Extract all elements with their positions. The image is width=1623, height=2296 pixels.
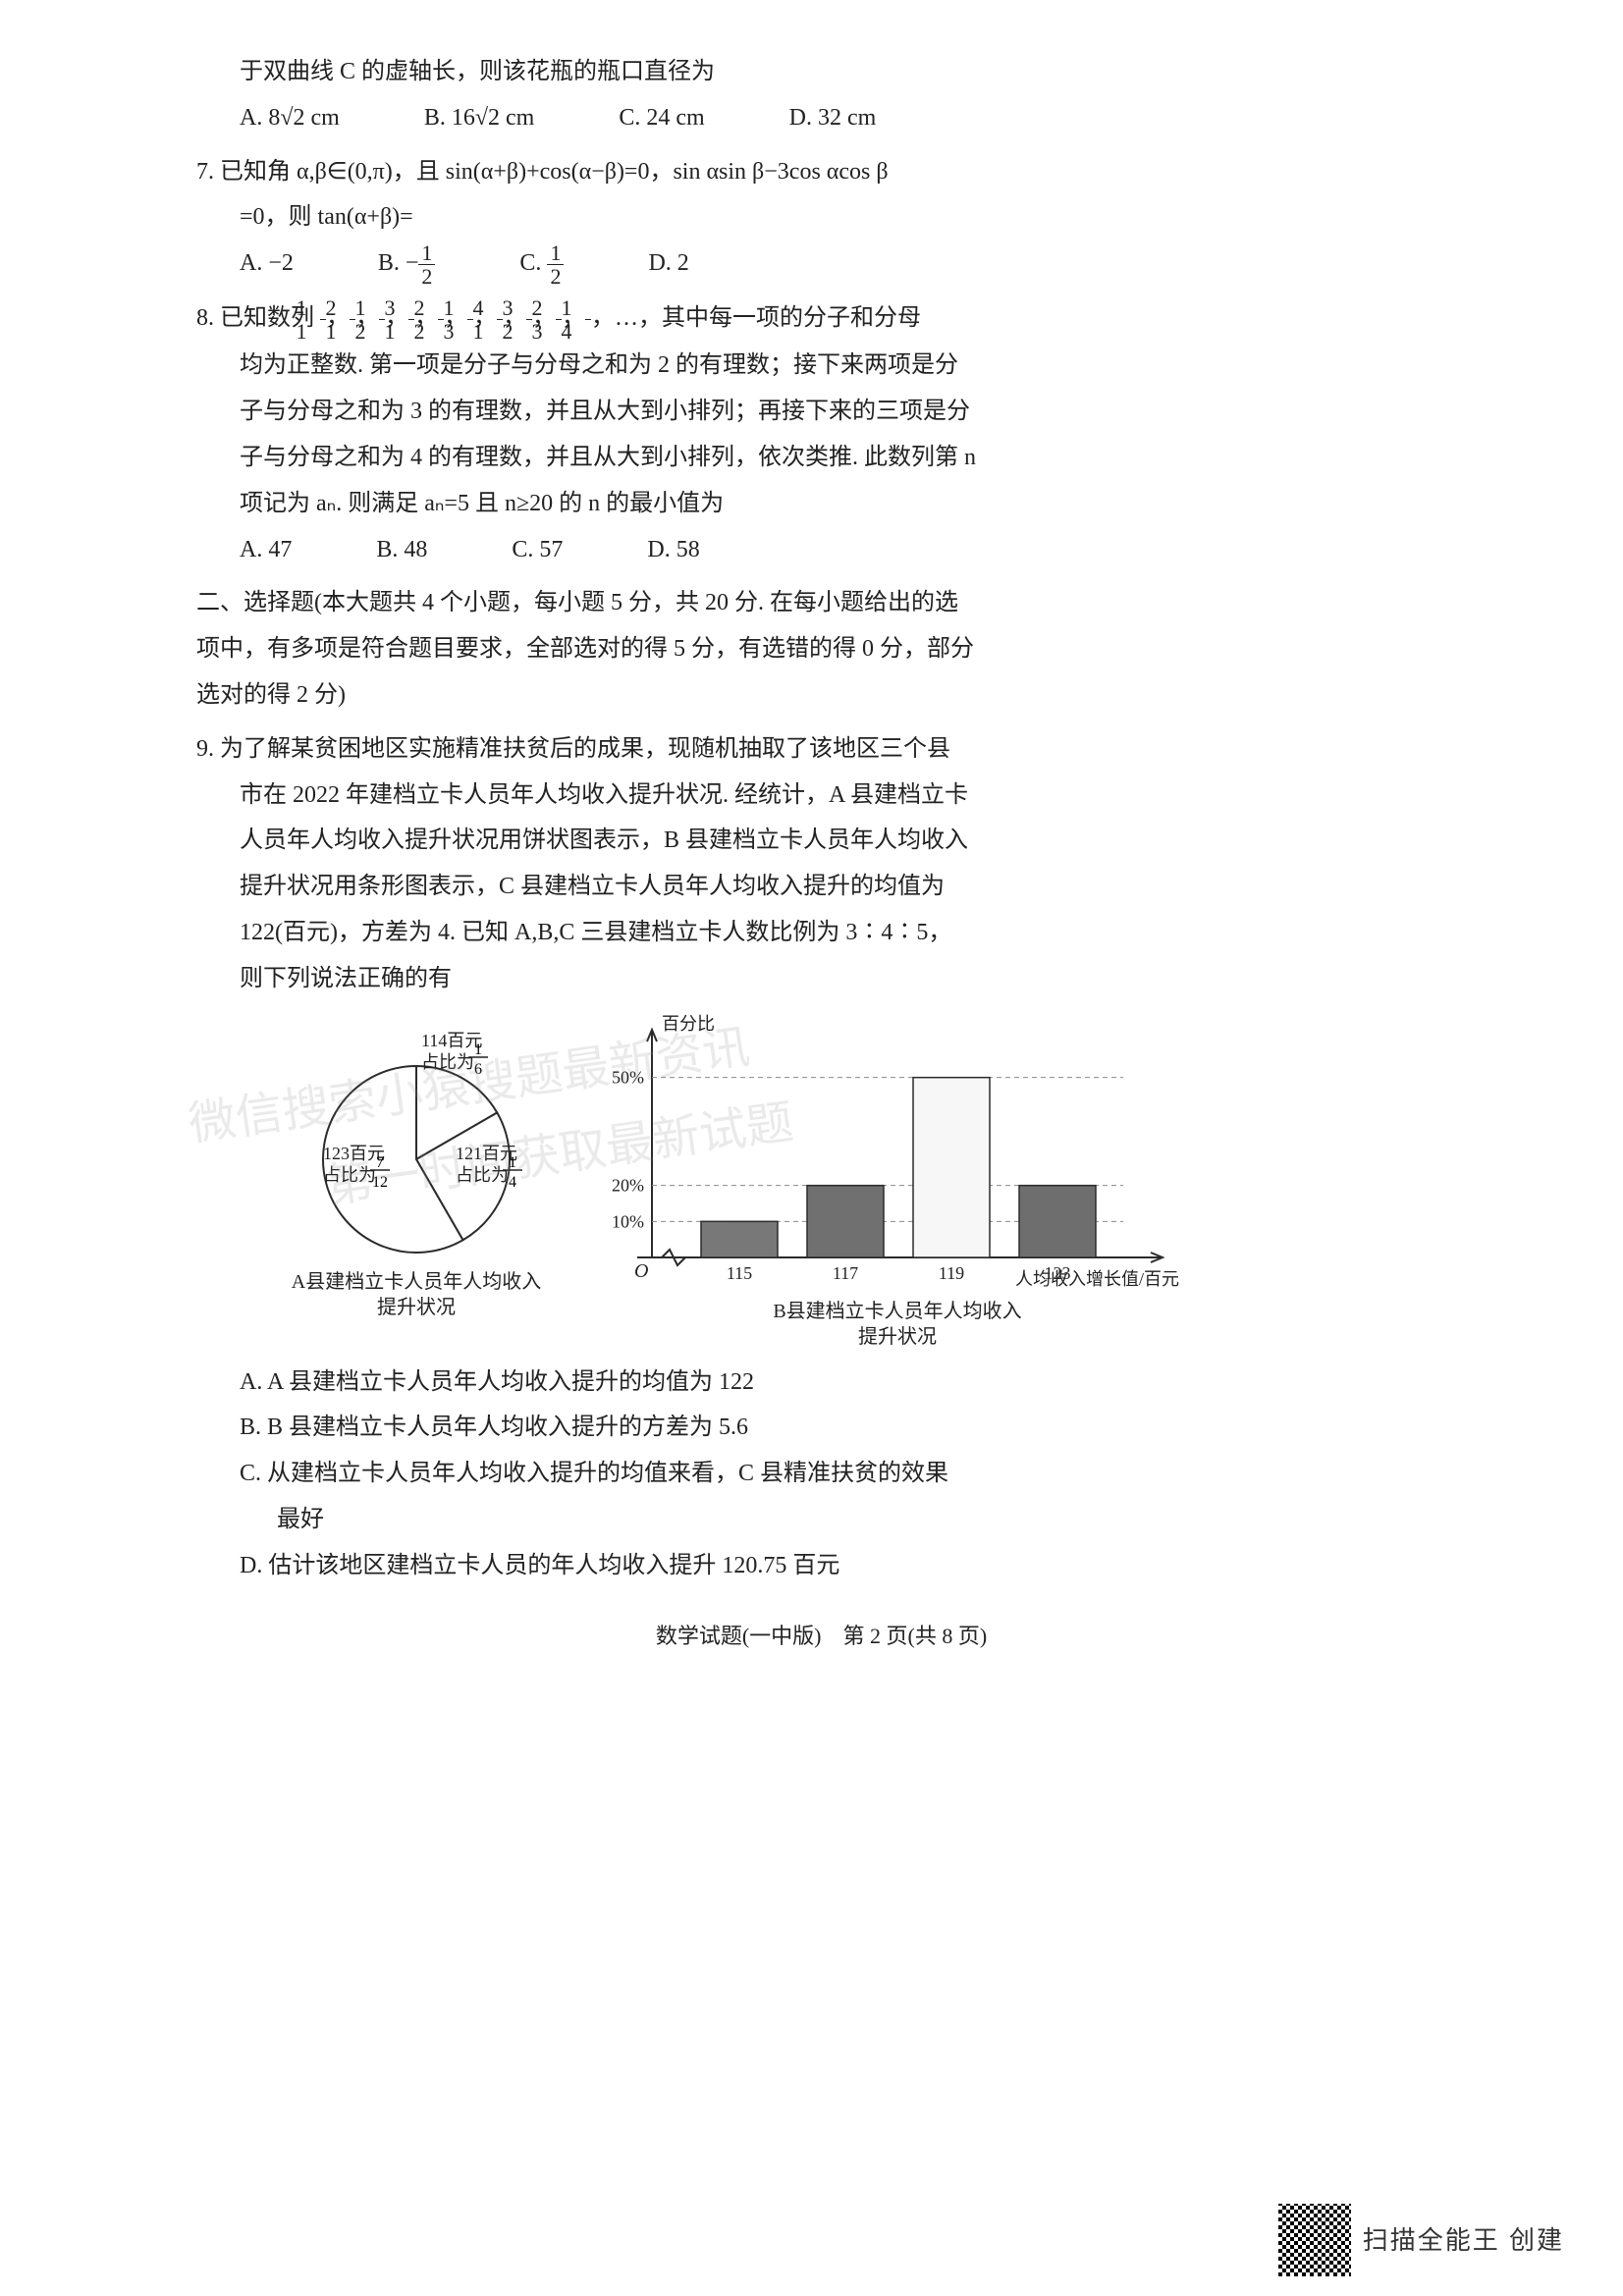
qr-code-icon xyxy=(1278,2204,1351,2276)
q7-opt-a: A. −2 xyxy=(240,240,294,288)
exam-page: 微信搜索小猿搜题最新资讯 第一时间获取最新试题 于双曲线 C 的虚轴长，则该花瓶… xyxy=(0,0,1623,2296)
q8-line3: 子与分母之和为 3 的有理数，并且从大到小排列；再接下来的三项是分 xyxy=(196,389,1446,435)
q9-charts: 114百元占比为16121百元占比为14123百元占比为712 A县建档立卡人员… xyxy=(240,1012,1446,1350)
q9-opt-a: A. A 县建档立卡人员年人均收入提升的均值为 122 xyxy=(196,1360,1446,1406)
q6-text: 于双曲线 C 的虚轴长，则该花瓶的瓶口直径为 xyxy=(196,49,1446,95)
sec2-l2: 项中，有多项是符合题目要求，全部选对的得 5 分，有选错的得 0 分，部分 xyxy=(196,626,1446,672)
q9-opt-b: B. B 县建档立卡人员年人均收入提升的方差为 5.6 xyxy=(196,1405,1446,1451)
q8-opt-d: D. 58 xyxy=(647,527,699,573)
q7: 7. 已知角 α,β∈(0,π)，且 sin(α+β)+cos(α−β)=0，s… xyxy=(196,149,1446,289)
q7-opt-c: C. 12 xyxy=(519,240,564,288)
q9-l4: 提升状况用条形图表示，C 县建档立卡人员年人均收入提升的均值为 xyxy=(196,864,1446,910)
svg-text:1: 1 xyxy=(474,1041,482,1058)
q7-opt-d: D. 2 xyxy=(648,240,688,288)
svg-text:12: 12 xyxy=(372,1174,388,1191)
q6-opt-a: A. 8√2 cm xyxy=(240,95,340,141)
svg-text:119: 119 xyxy=(939,1263,964,1283)
svg-text:6: 6 xyxy=(474,1061,482,1078)
qr-footer: 扫描全能王 创建 xyxy=(1278,2204,1564,2276)
svg-text:百分比: 百分比 xyxy=(662,1014,715,1034)
q9-opt-c1: C. 从建档立卡人员年人均收入提升的均值来看，C 县精准扶贫的效果 xyxy=(196,1451,1446,1497)
svg-text:占比为: 占比为 xyxy=(421,1052,474,1072)
svg-text:4: 4 xyxy=(509,1174,516,1191)
q8-sequence: 11，21，12，31，22，13，41，32，23，14 xyxy=(320,305,591,331)
q9-l5: 122(百元)，方差为 4. 已知 A,B,C 三县建档立卡人数比例为 3∶4∶… xyxy=(196,910,1446,956)
q7-line2: =0，则 tan(α+β)= xyxy=(196,194,1446,240)
svg-text:人均收入增长值/百元: 人均收入增长值/百元 xyxy=(1015,1269,1179,1289)
sec2-l1: 二、选择题(本大题共 4 个小题，每小题 5 分，共 20 分. 在每小题给出的… xyxy=(196,580,1446,626)
svg-text:10%: 10% xyxy=(612,1211,644,1231)
bar-caption: B县建档立卡人员年人均收入提升状况 xyxy=(593,1299,1202,1350)
q9-l3: 人员年人均收入提升状况用饼状图表示，B 县建档立卡人员年人均收入 xyxy=(196,818,1446,864)
q8-line2: 均为正整数. 第一项是分子与分母之和为 2 的有理数；接下来两项是分 xyxy=(196,343,1446,389)
q8-opt-c: C. 57 xyxy=(512,527,563,573)
svg-text:占比为: 占比为 xyxy=(456,1165,509,1185)
q7-c-pre: C. xyxy=(519,250,547,276)
q8-l1b: ，…，其中每一项的分子和分母 xyxy=(591,305,921,331)
q6-opt-d: D. 32 cm xyxy=(789,95,877,141)
q6-opt-c: C. 24 cm xyxy=(619,95,704,141)
q7-line1: 7. 已知角 α,β∈(0,π)，且 sin(α+β)+cos(α−β)=0，s… xyxy=(196,149,1446,195)
q9-opt-d: D. 估计该地区建档立卡人员的年人均收入提升 120.75 百元 xyxy=(196,1543,1446,1589)
bar-chart: 百分比人均收入增长值/百元 O 10% 20% 50% 115 117 119 123 xyxy=(593,1012,1202,1297)
q7-opt-b: B. −12 xyxy=(378,240,436,288)
q9-l1: 9. 为了解某贫困地区实施精准扶贫后的成果，现随机抽取了该地区三个县 xyxy=(196,726,1446,773)
fraction: 12 xyxy=(547,241,564,288)
svg-text:20%: 20% xyxy=(612,1175,644,1195)
svg-text:117: 117 xyxy=(833,1263,858,1283)
q6-opt-b: B. 16√2 cm xyxy=(424,95,535,141)
q8-options: A. 47 B. 48 C. 57 D. 58 xyxy=(240,527,1446,573)
q6-options: A. 8√2 cm B. 16√2 cm C. 24 cm D. 32 cm xyxy=(240,95,1446,141)
q9-l2: 市在 2022 年建档立卡人员年人均收入提升状况. 经统计，A 县建档立卡 xyxy=(196,773,1446,819)
svg-text:123: 123 xyxy=(1045,1263,1071,1283)
page-footer: 数学试题(一中版) 第 2 页(共 8 页) xyxy=(196,1616,1446,1658)
svg-text:占比为: 占比为 xyxy=(323,1165,376,1185)
section-2-header: 二、选择题(本大题共 4 个小题，每小题 5 分，共 20 分. 在每小题给出的… xyxy=(196,580,1446,718)
pie-chart-wrap: 114百元占比为16121百元占比为14123百元占比为712 A县建档立卡人员… xyxy=(240,1012,593,1320)
q9-opt-c2: 最好 xyxy=(196,1497,1446,1543)
q7-options: A. −2 B. −12 C. 12 D. 2 xyxy=(240,240,1446,288)
svg-text:O: O xyxy=(634,1260,648,1282)
q7-b-pre: B. − xyxy=(378,250,419,276)
qr-text: 扫描全能王 创建 xyxy=(1363,2216,1564,2266)
q9: 9. 为了解某贫困地区实施精准扶贫后的成果，现随机抽取了该地区三个县 市在 20… xyxy=(196,726,1446,1589)
fraction: 12 xyxy=(418,241,435,288)
q8-line1: 8. 已知数列 11，21，12，31，22，13，41，32，23，14，…，… xyxy=(196,295,1446,343)
q6-continuation: 于双曲线 C 的虚轴长，则该花瓶的瓶口直径为 A. 8√2 cm B. 16√2… xyxy=(196,49,1446,141)
svg-text:114百元: 114百元 xyxy=(421,1031,482,1050)
svg-text:7: 7 xyxy=(376,1154,384,1171)
pie-chart: 114百元占比为16121百元占比为14123百元占比为712 xyxy=(289,1012,544,1267)
q8: 8. 已知数列 11，21，12，31，22，13，41，32，23，14，…，… xyxy=(196,295,1446,572)
pie-caption: A县建档立卡人员年人均收入提升状况 xyxy=(240,1269,593,1320)
bar-chart-wrap: 百分比人均收入增长值/百元 O 10% 20% 50% 115 117 119 123 B县建档… xyxy=(593,1012,1202,1350)
q8-line4: 子与分母之和为 4 的有理数，并且从大到小排列，依次类推. 此数列第 n xyxy=(196,435,1446,481)
svg-text:50%: 50% xyxy=(612,1067,644,1087)
sec2-l3: 选对的得 2 分) xyxy=(196,672,1446,719)
q9-l6: 则下列说法正确的有 xyxy=(196,956,1446,1002)
q8-opt-b: B. 48 xyxy=(376,527,427,573)
svg-text:1: 1 xyxy=(509,1154,516,1171)
q8-opt-a: A. 47 xyxy=(240,527,292,573)
svg-text:115: 115 xyxy=(727,1263,752,1283)
q8-line5: 项记为 aₙ. 则满足 aₙ=5 且 n≥20 的 n 的最小值为 xyxy=(196,481,1446,527)
